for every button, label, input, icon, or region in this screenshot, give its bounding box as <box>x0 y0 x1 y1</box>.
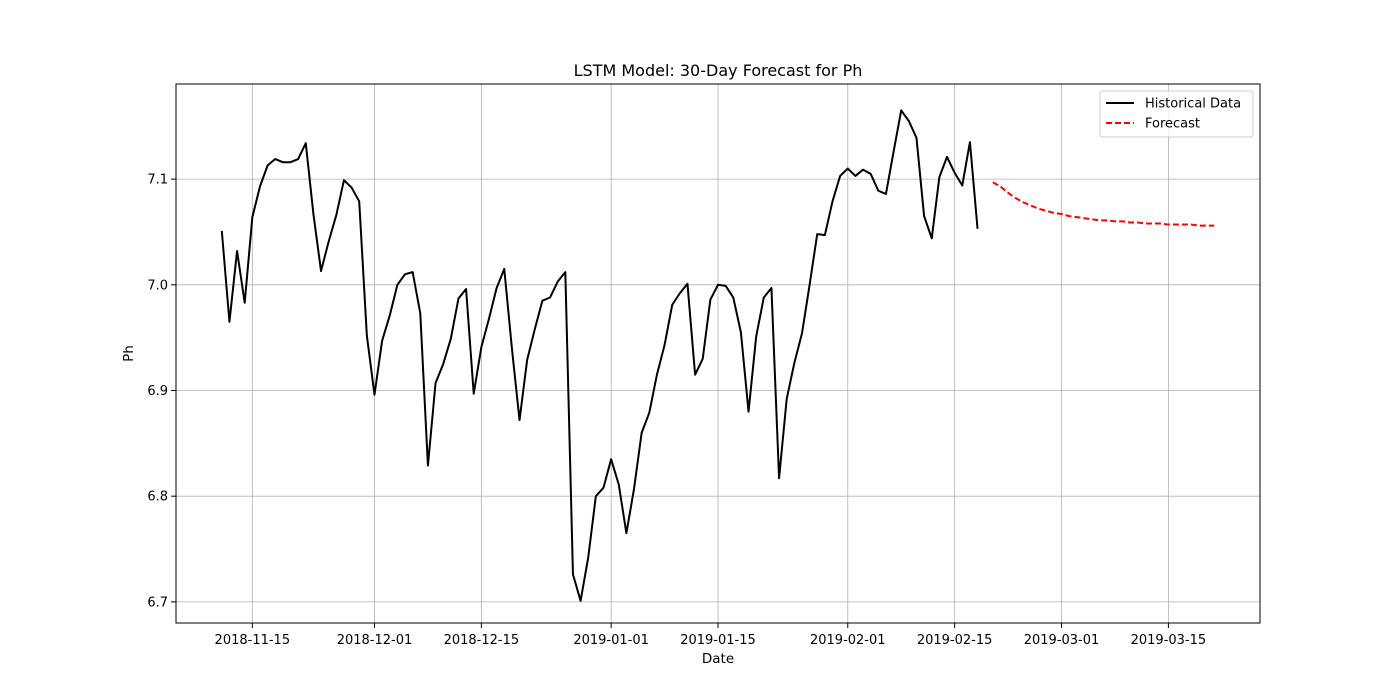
x-tick-label: 2019-02-01 <box>810 633 886 648</box>
grid <box>176 84 1260 623</box>
y-tick-label: 7.1 <box>147 173 168 188</box>
x-tick-label: 2019-03-01 <box>1024 633 1100 648</box>
legend-label-forecast: Forecast <box>1145 117 1200 132</box>
x-tick-label: 2018-11-15 <box>215 633 291 648</box>
chart-title: LSTM Model: 30-Day Forecast for Ph <box>574 61 863 80</box>
y-tick-label: 6.7 <box>147 595 168 610</box>
x-tick-label: 2019-03-15 <box>1131 633 1207 648</box>
x-tick-label: 2019-02-15 <box>917 633 993 648</box>
x-tick-label: 2018-12-15 <box>444 633 520 648</box>
legend-box <box>1099 90 1254 138</box>
x-axis-label: Date <box>702 651 734 667</box>
forecast-line <box>992 181 1215 227</box>
x-tick-label: 2019-01-01 <box>573 633 649 648</box>
legend-label-historical: Historical Data <box>1145 97 1241 112</box>
series-layer <box>220 109 1215 602</box>
x-tick-label: 2018-12-01 <box>337 633 413 648</box>
y-tick-label: 6.8 <box>147 490 168 505</box>
y-axis-label: Ph <box>121 345 137 362</box>
y-tick-label: 6.9 <box>147 384 168 399</box>
legend: Historical Data Forecast <box>1099 90 1254 138</box>
y-tick-label: 7.0 <box>147 278 168 293</box>
y-axis: 6.7 6.8 6.9 7.0 7.1 <box>147 173 176 610</box>
x-tick-label: 2019-01-15 <box>680 633 756 648</box>
x-axis: 2018-11-15 2018-12-01 2018-12-15 2019-01-01… <box>215 623 1207 648</box>
historical-data-line <box>220 109 979 602</box>
